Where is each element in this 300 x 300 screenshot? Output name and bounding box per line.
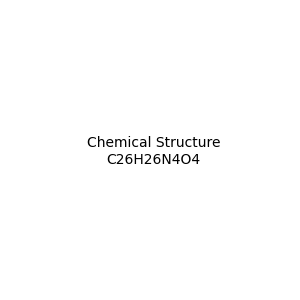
Text: Chemical Structure
C26H26N4O4: Chemical Structure C26H26N4O4 — [87, 136, 220, 166]
